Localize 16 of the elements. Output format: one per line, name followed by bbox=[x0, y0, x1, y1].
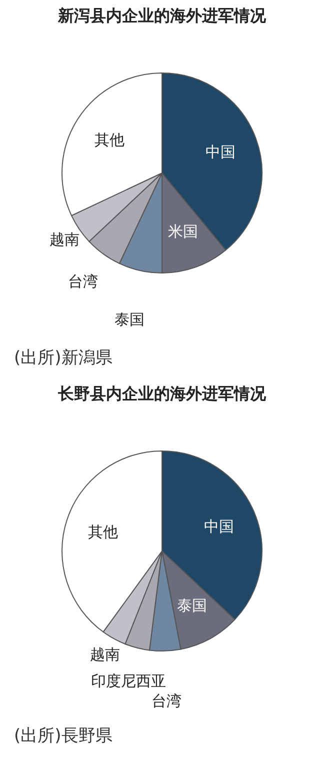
slice-label: 中国 bbox=[205, 143, 236, 161]
text: (出所)長野県 bbox=[14, 725, 112, 747]
slice-label: 其他 bbox=[94, 130, 125, 149]
slice-label: 越南 bbox=[49, 230, 80, 248]
slice-label: 越南 bbox=[90, 645, 120, 664]
slice-label: 泰国 bbox=[114, 310, 144, 328]
slice-label: 台湾 bbox=[152, 692, 182, 710]
slice-label: 泰国 bbox=[176, 596, 207, 614]
slice-label: 其他 bbox=[88, 522, 118, 541]
slice-label: 中国 bbox=[204, 517, 234, 536]
text: (出所)新潟県 bbox=[14, 347, 112, 369]
slice-label: 印度尼西亚 bbox=[91, 672, 166, 690]
slice-label: 台湾 bbox=[68, 272, 98, 290]
chart-title: 长野县内企业的海外进军情况 bbox=[57, 384, 267, 403]
slice-label: 米国 bbox=[168, 222, 198, 240]
chart-title: 新泻县内企业的海外进军情况 bbox=[57, 6, 267, 25]
